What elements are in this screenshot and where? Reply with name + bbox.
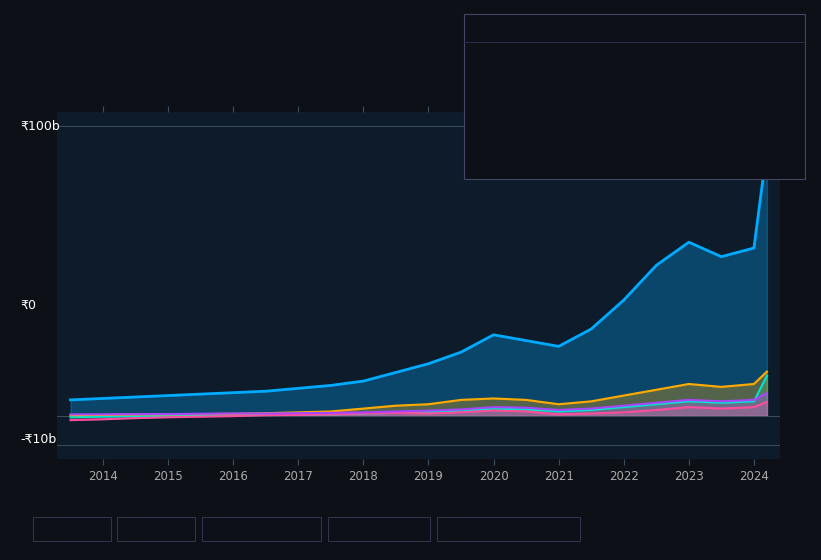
Text: ₹7.814b /yr: ₹7.814b /yr [608,153,672,163]
Text: Earnings: Earnings [474,68,522,78]
Text: ₹13.840b /yr: ₹13.840b /yr [608,68,687,78]
Text: Mar 31 2024: Mar 31 2024 [474,26,562,39]
Text: Earnings: Earnings [142,524,190,534]
Text: Cash From Op: Cash From Op [474,132,552,142]
Text: Free Cash Flow: Free Cash Flow [227,524,310,534]
Text: ₹4.788b /yr: ₹4.788b /yr [608,110,672,120]
Text: ●: ● [337,522,348,536]
Text: Revenue: Revenue [474,46,522,57]
Text: Cash From Op: Cash From Op [352,524,430,534]
Text: ●: ● [43,522,53,536]
Text: ₹92.360b /yr: ₹92.360b /yr [608,46,687,57]
Text: ₹0: ₹0 [21,298,36,312]
Text: ●: ● [447,522,457,536]
Text: Free Cash Flow: Free Cash Flow [474,110,557,120]
Text: Operating Expenses: Operating Expenses [461,524,574,534]
Text: Operating Expenses: Operating Expenses [474,153,586,163]
Text: Revenue: Revenue [57,524,106,534]
Text: ₹100b: ₹100b [21,119,60,133]
Text: ●: ● [212,522,222,536]
Text: 15.0% profit margin: 15.0% profit margin [608,89,719,99]
Text: -₹10b: -₹10b [21,433,57,446]
Text: ●: ● [127,522,138,536]
Text: ₹15.287b /yr: ₹15.287b /yr [608,132,679,142]
